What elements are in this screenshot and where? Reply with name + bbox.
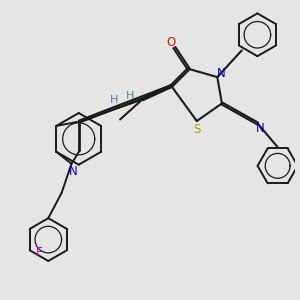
Text: N: N	[255, 122, 264, 135]
Text: F: F	[36, 246, 43, 259]
Text: N: N	[218, 67, 226, 80]
Text: N: N	[69, 165, 78, 178]
Text: S: S	[193, 123, 200, 136]
Text: O: O	[166, 36, 175, 49]
Text: H: H	[126, 91, 134, 101]
Text: H: H	[110, 95, 118, 105]
